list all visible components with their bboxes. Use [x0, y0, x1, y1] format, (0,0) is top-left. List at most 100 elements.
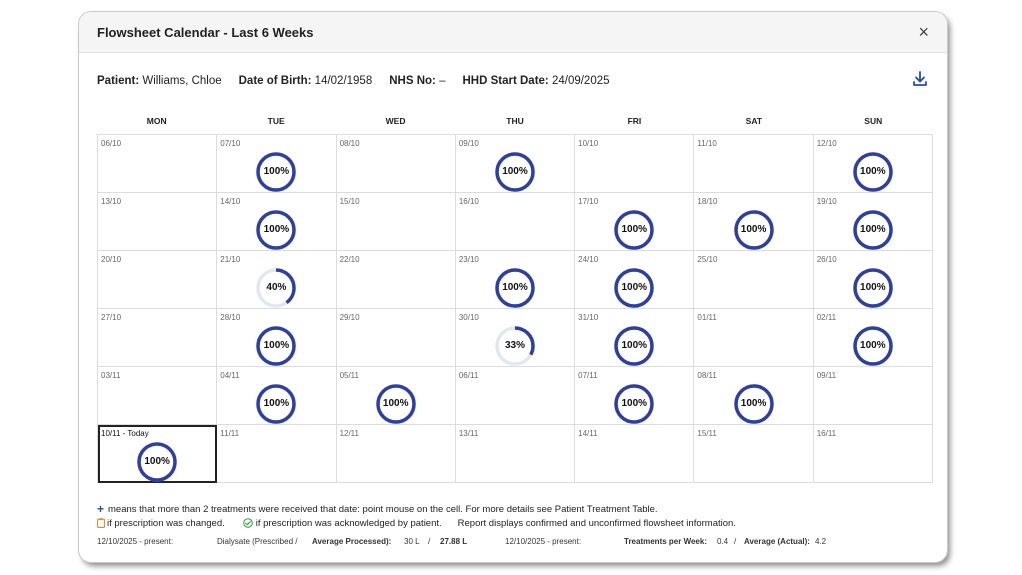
cell-date: 26/10 [816, 255, 837, 264]
calendar-cell[interactable]: 15/11 [694, 425, 814, 483]
cell-date: 31/10 [578, 313, 599, 322]
calendar-cell[interactable]: 13/11 [455, 425, 576, 483]
tpw-label: Treatments per Week: [624, 537, 707, 546]
progress-ring-label: 100% [621, 282, 648, 293]
cell-date: 15/10 [339, 197, 360, 206]
progress-ring-arc [733, 210, 774, 250]
treatment-progress-ring: 100% [853, 326, 893, 366]
hhd-start-field: HHD Start Date: 24/09/2025 [462, 75, 609, 87]
progress-ring-arc [256, 384, 297, 424]
progress-ring-arc [853, 152, 893, 192]
calendar-cell[interactable]: 23/10 100% [455, 251, 576, 309]
day-header-sun: SUN [864, 116, 883, 126]
patient-label: Patient: [97, 75, 140, 87]
calendar-cell[interactable]: 15/10 [336, 193, 456, 251]
calendar-cell[interactable]: 22/10 [336, 251, 456, 309]
calendar-cell[interactable]: 07/10 100% [217, 135, 337, 193]
treatment-progress-ring: 33% [495, 326, 535, 366]
progress-ring-label: 100% [502, 282, 528, 293]
calendar-cell[interactable]: 30/10 33% [455, 309, 576, 367]
calendar-cell[interactable]: 16/11 [813, 425, 933, 483]
progress-ring-arc [137, 442, 177, 482]
calendar-cell[interactable]: 26/10 100% [813, 251, 933, 309]
calendar-cell[interactable]: 10/10 [575, 135, 695, 193]
calendar-cell-today[interactable]: 10/11 - Today 100% [98, 425, 218, 483]
prescribed-value: 30 L [404, 537, 420, 546]
cell-date: 20/10 [101, 255, 122, 264]
calendar-cell[interactable]: 05/11 100% [336, 367, 456, 425]
close-button[interactable]: × [918, 22, 929, 42]
cell-date: 09/10 [458, 139, 479, 148]
cell-date: 22/10 [339, 255, 360, 264]
progress-ring-label: 100% [263, 224, 290, 235]
progress-ring-graphic [137, 442, 177, 482]
calendar-cell[interactable]: 09/11 [813, 367, 933, 425]
calendar-cell[interactable]: 25/10 [694, 251, 814, 309]
calendar-cell[interactable]: 16/10 [455, 193, 576, 251]
treatment-progress-ring: 40% [256, 268, 297, 308]
cell-date: 06/10 [101, 139, 122, 148]
cell-date: 23/10 [458, 255, 479, 264]
legend-line-plus: + means that more than 2 treatments were… [97, 502, 929, 516]
calendar-cell[interactable]: 31/10 100% [575, 309, 695, 367]
legend-changed-text: if prescription was changed. [107, 517, 225, 529]
progress-ring-label: 100% [621, 224, 648, 235]
progress-ring-label: 100% [621, 398, 648, 409]
calendar-cell[interactable]: 12/11 [336, 425, 456, 483]
treatment-progress-ring: 100% [853, 152, 893, 192]
legend-plus-text: means that more than 2 treatments were r… [108, 503, 658, 515]
calendar-cell[interactable]: 29/10 [336, 309, 456, 367]
patient-info-row: Patient: Williams, Chloe Date of Birth: … [97, 70, 929, 89]
calendar-cell[interactable]: 12/10 100% [813, 135, 933, 193]
progress-ring-arc [733, 384, 774, 424]
progress-ring-arc [614, 268, 655, 308]
calendar-cell[interactable]: 24/10 100% [575, 251, 695, 309]
progress-ring-label: 100% [621, 340, 648, 351]
progress-ring-graphic [733, 384, 774, 424]
calendar-cell[interactable]: 01/11 [694, 309, 814, 367]
progress-ring-label: 100% [740, 398, 767, 409]
treatment-progress-ring: 100% [137, 442, 177, 482]
calendar-cell[interactable]: 08/10 [336, 135, 456, 193]
calendar-cell[interactable]: 18/10 100% [694, 193, 814, 251]
dob-value: 14/02/1958 [314, 75, 373, 87]
progress-ring-graphic [256, 326, 297, 366]
progress-ring-graphic [614, 268, 655, 308]
day-header-wed: WED [385, 116, 406, 126]
calendar-cell[interactable]: 03/11 [98, 367, 218, 425]
calendar-cell[interactable]: 19/10 100% [813, 193, 933, 251]
calendar-cell[interactable]: 28/10 100% [217, 309, 337, 367]
calendar-cell[interactable]: 07/11 100% [575, 367, 695, 425]
calendar-cell[interactable]: 27/10 [98, 309, 218, 367]
check-circle-icon [242, 518, 253, 528]
calendar-cell[interactable]: 14/11 [575, 425, 695, 483]
calendar-cell[interactable]: 17/10 100% [575, 193, 695, 251]
calendar-cell[interactable]: 06/11 [455, 367, 576, 425]
calendar-cell[interactable]: 14/10 100% [217, 193, 337, 251]
progress-ring-graphic [614, 210, 655, 250]
cell-date: 12/11 [339, 429, 359, 438]
treatment-progress-ring: 100% [614, 326, 655, 366]
patient-name: Williams, Chloe [142, 75, 222, 87]
calendar-cell[interactable]: 21/10 40% [217, 251, 337, 309]
calendar-cell[interactable]: 04/11 100% [217, 367, 337, 425]
flowsheet-calendar: MON TUE WED THU FRI SAT SUN 06/10 07/10 100% 08/1… [97, 108, 933, 483]
progress-ring-label: 100% [860, 224, 886, 235]
progress-ring-graphic [853, 268, 893, 308]
calendar-cell[interactable]: 02/11 100% [813, 309, 933, 367]
cell-date: 25/10 [697, 255, 718, 264]
download-icon[interactable] [911, 70, 929, 88]
nhs-label: NHS No: [389, 75, 436, 87]
calendar-cell[interactable]: 08/11 100% [694, 367, 814, 425]
cell-date: 13/11 [458, 429, 479, 438]
calendar-cell[interactable]: 11/11 [217, 425, 337, 483]
cell-date: 05/11 [339, 371, 359, 380]
calendar-cell[interactable]: 13/10 [98, 193, 218, 251]
cell-date: 16/10 [458, 197, 479, 206]
calendar-cell[interactable]: 20/10 [98, 251, 218, 309]
calendar-cell[interactable]: 06/10 [98, 135, 218, 193]
progress-ring-graphic [495, 326, 535, 366]
progress-ring-graphic [256, 384, 297, 424]
calendar-cell[interactable]: 11/10 [694, 135, 814, 193]
calendar-cell[interactable]: 09/10 100% [455, 135, 576, 193]
